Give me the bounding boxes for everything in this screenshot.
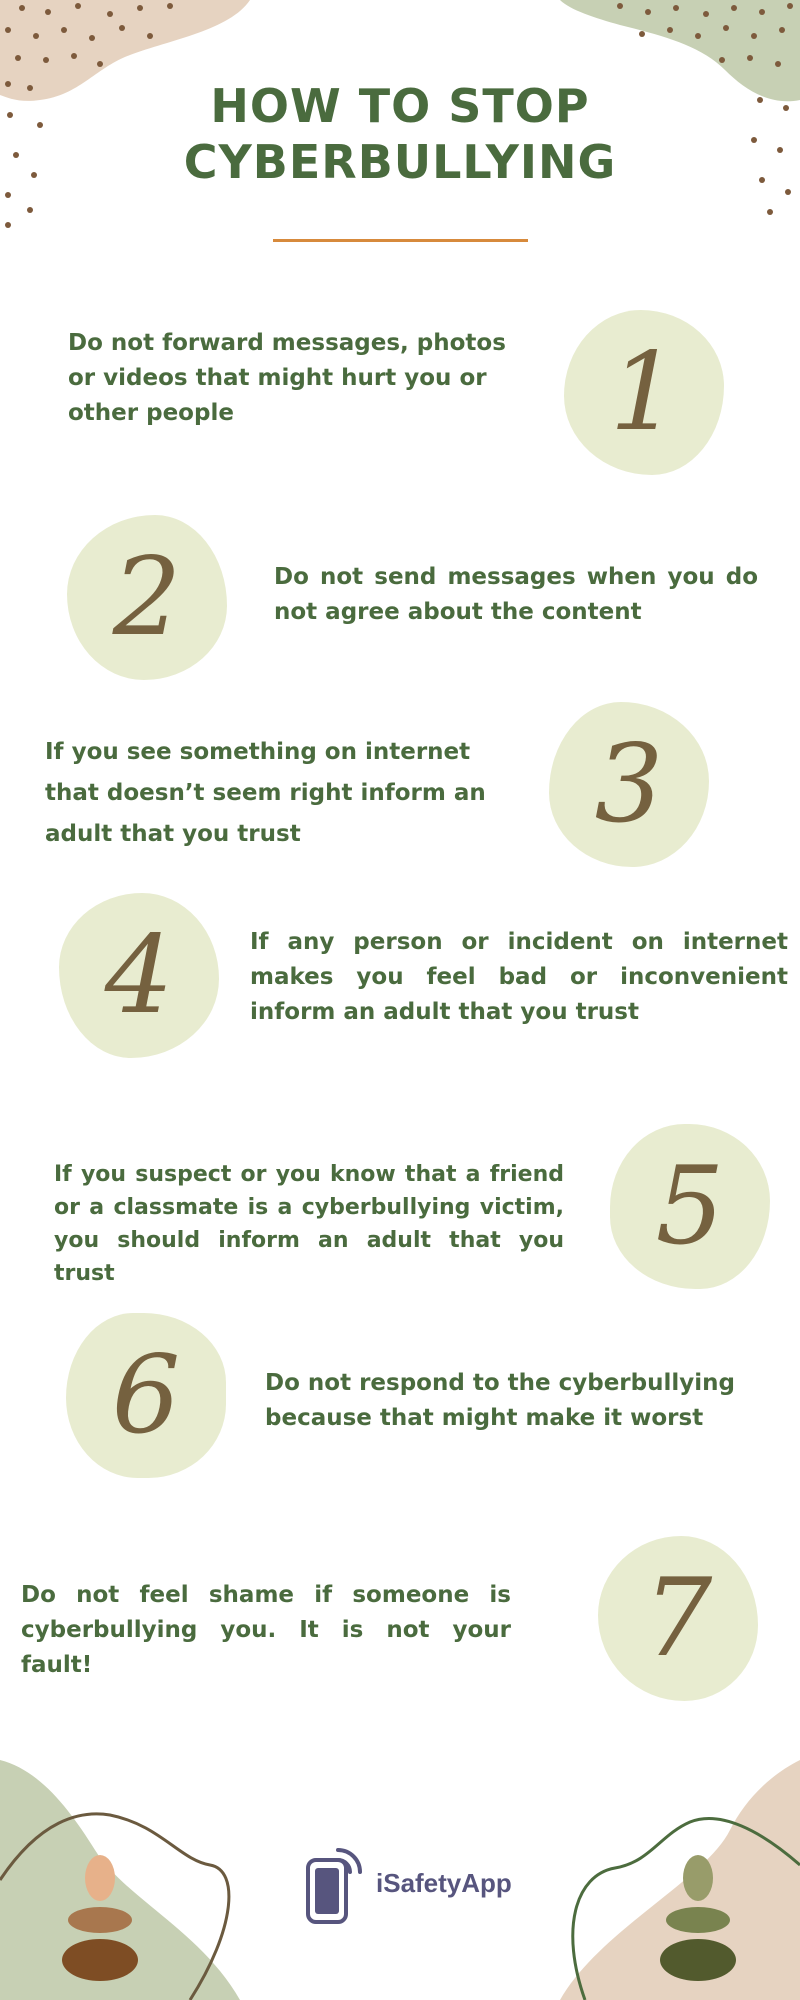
page-title-line-2: CYBERBULLYING [183,135,617,189]
step-1-text: Do not forward messages, photos or video… [68,330,506,426]
bottom-right-curve [571,1817,800,2000]
title-divider [273,239,528,242]
brand-name: iSafetyApp [376,1867,512,1898]
step-2-number: 2 [112,534,182,660]
step-1-number: 1 [609,329,679,455]
step-5-text: If you suspect or you know that a friend… [54,1162,564,1286]
stone-stack-left-icon [62,1855,138,1981]
step-4-number: 4 [104,912,174,1038]
step-5-number: 5 [655,1143,725,1269]
step-7-number-badge: 7 [598,1536,758,1701]
step-1-number-badge: 1 [564,310,724,475]
step-2-number-badge: 2 [67,515,227,680]
step-4-text: If any person or incident on internet ma… [250,929,788,1025]
step-6-number: 6 [111,1332,181,1458]
bottom-left-curve [0,1812,231,2000]
step-3-text: If you see something on internet that do… [45,739,486,847]
step-5-number-badge: 5 [610,1124,770,1289]
step-4-number-badge: 4 [59,893,219,1058]
step-2-text: Do not send messages when you do not agr… [274,564,758,625]
step-7-number: 7 [643,1555,713,1681]
page-title: HOW TO STOP CYBERBULLYING [0,78,800,190]
bottom-left-blob [0,1760,240,2000]
isafetyapp-logo: iSafetyApp [304,1840,512,1926]
step-6-number-badge: 6 [66,1313,226,1478]
step-3-number-badge: 3 [549,702,709,867]
phone-signal-icon [306,1848,362,1924]
bottom-right-blob [560,1760,800,2000]
step-6-text: Do not respond to the cyberbullying beca… [265,1370,735,1431]
stone-stack-right-icon [660,1855,736,1981]
page-title-line-1: HOW TO STOP [210,79,590,133]
step-3-number: 3 [594,721,664,847]
step-7-text: Do not feel shame if someone is cyberbul… [21,1582,511,1678]
